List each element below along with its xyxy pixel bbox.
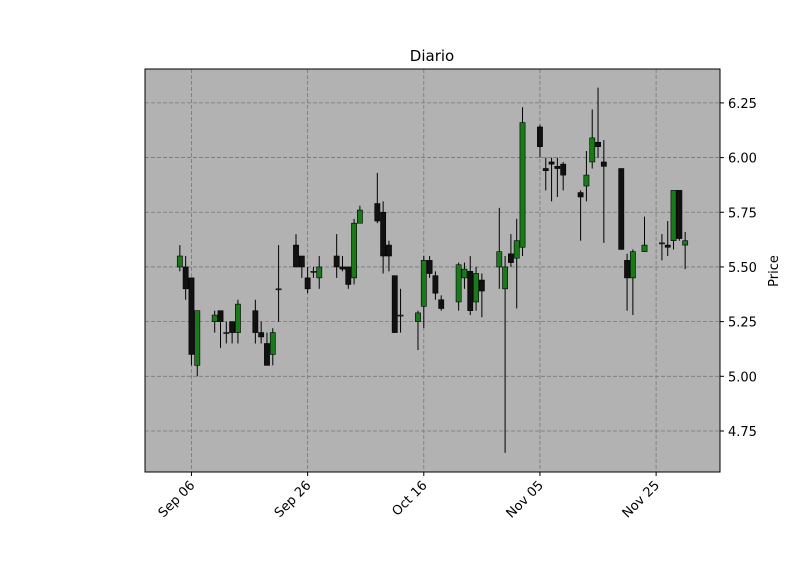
candle-body (473, 273, 479, 303)
candle-body (537, 126, 543, 147)
candle-body (577, 192, 584, 198)
candle-body (542, 168, 549, 172)
candle-body (182, 266, 189, 290)
candle-body (316, 266, 323, 279)
y-tick-label: 5.25 (728, 316, 757, 331)
candle-body (258, 332, 265, 338)
candle-body (467, 271, 474, 311)
candle-body (223, 332, 230, 334)
candle-body (682, 240, 689, 246)
candle-body (600, 161, 607, 167)
candle-body (496, 251, 503, 268)
candle-body (235, 303, 241, 333)
candle-body (624, 260, 630, 279)
candle-body (333, 255, 340, 268)
candle-body (426, 260, 433, 274)
x-tick-label: Sep 26 (272, 478, 315, 521)
candle-body (420, 260, 427, 307)
plot-frame (144, 68, 721, 473)
candle-body (310, 271, 317, 273)
candle-body (304, 277, 311, 290)
candle-body (397, 314, 404, 317)
chart-title: Diario (410, 47, 454, 65)
candle-body (508, 253, 514, 263)
y-axis-label: Price (767, 255, 782, 287)
candle-body (618, 168, 625, 250)
candle-body (670, 190, 677, 241)
x-tick-label: Oct 16 (389, 478, 430, 519)
candle-body (664, 244, 671, 248)
candle-body (269, 332, 276, 355)
candle-body (264, 343, 270, 366)
candle-body (461, 268, 468, 279)
candle-body (351, 222, 357, 279)
candle-body (583, 174, 590, 187)
candle-body (502, 266, 509, 290)
candle-body (188, 277, 195, 355)
candle-body (513, 240, 520, 259)
x-tick-label: Nov 25 (620, 478, 663, 521)
y-tick-label: 4.75 (728, 425, 757, 440)
candle-body (194, 310, 201, 366)
candle-body (217, 310, 224, 322)
plot-background (145, 69, 720, 472)
candle-body (275, 288, 282, 291)
y-tick-label: 5.75 (728, 206, 757, 221)
candle-body (519, 122, 526, 248)
x-tick-label: Sep 06 (156, 478, 199, 521)
candle-body (595, 141, 601, 147)
candle-body (229, 321, 236, 333)
candle-body (386, 244, 392, 257)
candle-body (455, 264, 462, 303)
candle-body (293, 244, 299, 268)
candle-body (548, 161, 555, 165)
candle-body (380, 211, 387, 257)
candle-body (298, 255, 305, 268)
candle-body (374, 203, 381, 222)
candle-body (176, 255, 183, 268)
candle-body (589, 137, 596, 163)
x-tick-label: Nov 05 (504, 478, 547, 521)
y-tick-label: 6.25 (728, 97, 757, 112)
candle-body (345, 266, 352, 285)
candle-body (432, 275, 439, 294)
candle-body (252, 310, 259, 333)
y-tick-label: 5.50 (728, 261, 757, 276)
y-tick-label: 5.00 (728, 370, 757, 385)
candle-body (641, 244, 648, 252)
candle-body (339, 266, 346, 270)
candle-body (560, 163, 567, 176)
y-tick-label: 6.00 (728, 152, 757, 167)
candle-body (478, 279, 485, 292)
candle-body (629, 251, 636, 279)
candle-body (554, 166, 561, 169)
candle-body (438, 299, 445, 309)
candle-body (356, 209, 363, 224)
candle-body (415, 312, 421, 322)
candle-body (211, 314, 218, 322)
candle-body (391, 275, 398, 333)
candle-body (676, 190, 683, 239)
candle-body (659, 242, 665, 245)
